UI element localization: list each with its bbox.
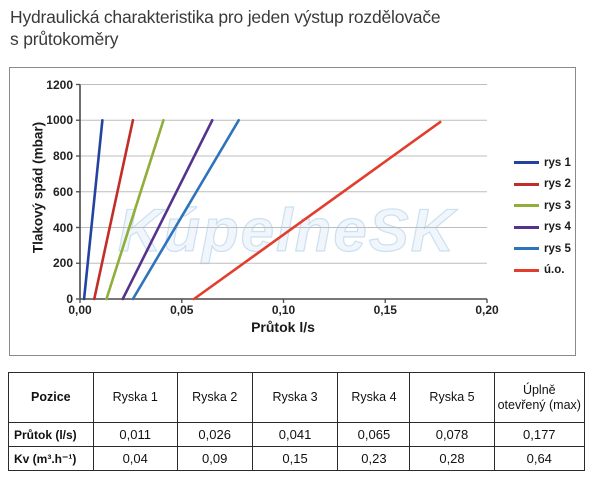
legend-swatch-uo xyxy=(514,268,539,272)
row-label-kv: Kv (m³.h⁻¹) xyxy=(8,446,94,471)
header-ryska-4: Ryska 4 xyxy=(337,372,411,423)
prutok-max: 0,177 xyxy=(493,422,586,447)
row-label-prutok: Průtok (l/s) xyxy=(8,422,94,447)
legend-swatch-rys-4 xyxy=(514,225,539,229)
x-tick-label: 0,20 xyxy=(475,303,499,317)
legend-label-rys-1: rys 1 xyxy=(544,156,571,169)
y-tick-label: 200 xyxy=(52,256,73,271)
y-tick-label: 1000 xyxy=(46,113,73,128)
prutok-ryska-1: 0,011 xyxy=(92,422,178,447)
header-pozice: Pozice xyxy=(8,372,94,423)
y-tick-label: 600 xyxy=(52,184,73,199)
legend-label-rys-4: rys 4 xyxy=(544,221,571,234)
kv-ryska-3: 0,15 xyxy=(251,446,339,471)
chart-legend: rys 1 rys 2 rys 3 rys 4 rys 5 ú.o. xyxy=(514,152,571,281)
legend-swatch-rys-5 xyxy=(514,247,539,251)
series-line-rys-3 xyxy=(105,118,165,301)
table-row-prutok: Průtok (l/s) 0,011 0,026 0,041 0,065 0,0… xyxy=(8,422,586,447)
chart-canvas xyxy=(76,83,488,303)
legend-item-rys-1: rys 1 xyxy=(514,152,571,174)
legend-item-rys-2: rys 2 xyxy=(514,174,571,196)
legend-swatch-rys-3 xyxy=(514,204,539,208)
legend-label-rys-2: rys 2 xyxy=(544,178,571,191)
series-line-rys-4 xyxy=(121,118,214,301)
legend-swatch-rys-1 xyxy=(514,161,539,165)
header-ryska-2: Ryska 2 xyxy=(176,372,253,423)
prutok-ryska-3: 0,041 xyxy=(251,422,339,447)
prutok-ryska-5: 0,078 xyxy=(409,422,495,447)
legend-item-rys-4: rys 4 xyxy=(514,217,571,239)
page-title-line-1: Hydraulická charakteristika pro jeden vý… xyxy=(10,7,441,27)
chart-plot-area: KúpelneSK Tlakový spád (mbar) Průtok l/s… xyxy=(10,68,575,355)
hydraulic-characteristic-chart: KúpelneSK Tlakový spád (mbar) Průtok l/s… xyxy=(9,67,576,356)
header-ryska-1: Ryska 1 xyxy=(92,372,178,423)
y-tick-label: 0 xyxy=(66,292,73,306)
header-ryska-3: Ryska 3 xyxy=(251,372,339,423)
x-tick-label: 0,00 xyxy=(68,303,92,317)
table-header-row: Pozice Ryska 1 Ryska 2 Ryska 3 Ryska 4 R… xyxy=(8,372,586,423)
legend-label-rys-5: rys 5 xyxy=(544,242,571,255)
header-max-open: Úplně otevřený (max) xyxy=(493,372,586,423)
legend-label-rys-3: rys 3 xyxy=(544,199,571,212)
prutok-ryska-2: 0,026 xyxy=(176,422,253,447)
series-line-rys-5 xyxy=(131,118,241,301)
series-line-rys-2 xyxy=(92,118,135,301)
kv-ryska-4: 0,23 xyxy=(337,446,411,471)
prutok-ryska-4: 0,065 xyxy=(337,422,411,447)
legend-item-rys-5: rys 5 xyxy=(514,238,571,260)
series-line-o xyxy=(192,120,442,301)
page-title: Hydraulická charakteristika pro jeden vý… xyxy=(10,6,595,51)
kv-ryska-5: 0,28 xyxy=(409,446,495,471)
legend-swatch-rys-2 xyxy=(514,182,539,186)
y-tick-label: 400 xyxy=(52,220,73,235)
y-tick-label: 1200 xyxy=(46,77,73,92)
x-tick-label: 0,15 xyxy=(373,303,397,317)
x-axis-title: Průtok l/s xyxy=(251,319,315,335)
kv-ryska-1: 0,04 xyxy=(92,446,178,471)
flow-kv-table: Pozice Ryska 1 Ryska 2 Ryska 3 Ryska 4 R… xyxy=(8,372,586,471)
page-title-line-2: s průtokoměry xyxy=(10,29,119,50)
x-tick-label: 0,05 xyxy=(170,303,194,317)
kv-max: 0,64 xyxy=(493,446,586,471)
series-line-rys-1 xyxy=(82,118,104,301)
x-tick-label: 0,10 xyxy=(271,303,296,317)
legend-item-uo: ú.o. xyxy=(514,260,571,282)
y-tick-label: 800 xyxy=(52,149,73,163)
header-ryska-5: Ryska 5 xyxy=(409,372,495,423)
legend-item-rys-3: rys 3 xyxy=(514,195,571,217)
kv-ryska-2: 0,09 xyxy=(176,446,253,471)
table-row-kv: Kv (m³.h⁻¹) 0,04 0,09 0,15 0,23 0,28 0,6… xyxy=(8,446,586,471)
legend-label-uo: ú.o. xyxy=(544,264,565,277)
